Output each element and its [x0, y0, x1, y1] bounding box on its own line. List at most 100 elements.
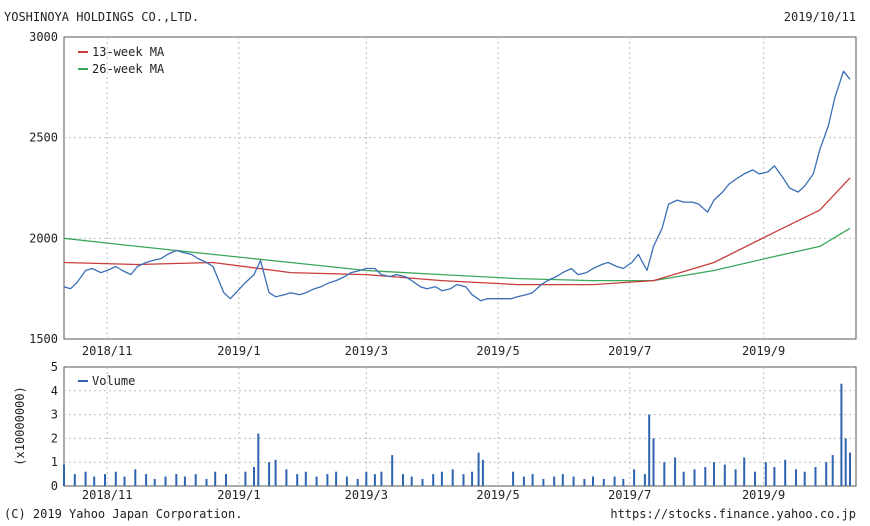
volume-bar: [704, 467, 707, 486]
volume-bar: [104, 474, 106, 486]
volume-grid: [64, 367, 856, 486]
volume-bar: [643, 474, 646, 486]
price-tick-label: 3000: [29, 30, 58, 44]
volume-bar: [602, 478, 605, 486]
volume-bar: [814, 467, 817, 486]
volume-bar: [402, 474, 404, 486]
volume-bar: [432, 474, 435, 486]
volume-bar: [831, 455, 834, 486]
volume-tick-label: 3: [51, 408, 58, 422]
volume-y-label: (x10000000): [13, 386, 27, 465]
x-tick-label: 2019/7: [608, 488, 651, 502]
x-tick-label: 2019/7: [608, 344, 651, 358]
x-tick-label: 2019/1: [217, 488, 260, 502]
volume-bar: [225, 474, 227, 486]
volume-bar: [572, 476, 575, 486]
volume-bar: [373, 474, 376, 486]
volume-bar: [849, 452, 851, 486]
x-tick-label: 2019/5: [476, 344, 519, 358]
x-tick-label: 2019/9: [742, 488, 785, 502]
volume-bar: [795, 469, 797, 486]
volume-bar: [583, 478, 586, 486]
volume-tick-label: 5: [51, 360, 58, 374]
volume-bar: [410, 476, 413, 486]
volume-bar: [451, 469, 454, 486]
volume-bar: [512, 471, 515, 486]
volume-bar: [773, 467, 776, 486]
volume-bar: [531, 474, 534, 486]
x-tick-label: 2019/3: [345, 344, 388, 358]
x-tick-label: 2018/11: [82, 488, 133, 502]
volume-bar: [345, 476, 348, 486]
volume-bar: [153, 478, 156, 486]
volume-panel: [63, 366, 857, 487]
volume-bar: [663, 462, 666, 486]
volume-bar: [784, 459, 787, 486]
price-grid: [64, 37, 856, 339]
volume-bar: [365, 471, 368, 486]
source-url: https://stocks.finance.yahoo.co.jp: [610, 507, 856, 521]
volume-bar: [304, 471, 307, 486]
volume-bar: [622, 478, 625, 486]
volume-bar: [723, 464, 726, 486]
volume-bar: [214, 471, 217, 486]
series-line-ma26: [63, 227, 851, 282]
volume-bar: [844, 438, 847, 486]
price-tick-label: 1500: [29, 332, 58, 346]
price-y-axis: 3000 2500 2000 1500: [29, 30, 58, 346]
legend-ma26-label: 26-week MA: [92, 62, 165, 76]
volume-bar: [825, 462, 828, 486]
copyright: (C) 2019 Yahoo Japan Corporation.: [4, 507, 242, 521]
volume-bar: [561, 474, 564, 486]
x-tick-label: 2019/5: [476, 488, 519, 502]
volume-bar: [440, 471, 443, 486]
volume-bar: [274, 459, 277, 486]
series-line-ma13: [63, 177, 851, 286]
volume-bar: [391, 455, 394, 486]
volume-bar: [123, 476, 126, 486]
volume-bar: [164, 476, 167, 486]
volume-bar: [73, 474, 76, 486]
legend-volume-label: Volume: [92, 374, 135, 388]
volume-bar: [734, 469, 737, 486]
price-lines: [63, 70, 851, 302]
price-panel: [63, 36, 857, 340]
volume-bar: [713, 462, 715, 486]
volume-bar: [93, 476, 96, 486]
volume-bar: [183, 476, 186, 486]
x-tick-label: 2019/9: [742, 344, 785, 358]
volume-bar: [175, 474, 178, 486]
volume-bar: [114, 471, 117, 486]
price-tick-label: 2000: [29, 231, 58, 245]
volume-bar: [253, 467, 255, 486]
volume-bar: [257, 433, 260, 486]
volume-bar: [285, 469, 288, 486]
price-legend: 13-week MA 26-week MA: [78, 45, 165, 76]
price-x-axis: 2018/11 2019/1 2019/3 2019/5 2019/7 2019/9: [82, 344, 785, 358]
volume-bar: [693, 469, 696, 486]
volume-bar: [542, 478, 545, 486]
volume-bar: [481, 459, 484, 486]
volume-bar: [633, 469, 636, 486]
x-tick-label: 2018/11: [82, 344, 133, 358]
volume-bar: [84, 471, 87, 486]
volume-bar: [244, 471, 247, 486]
legend-ma13-label: 13-week MA: [92, 45, 165, 59]
x-tick-label: 2019/1: [217, 344, 260, 358]
volume-bar: [63, 464, 65, 486]
volume-bar: [754, 471, 756, 486]
volume-bar: [592, 476, 594, 486]
volume-bar: [335, 471, 338, 486]
series-line-price: [63, 70, 851, 302]
volume-bar: [477, 452, 480, 486]
volume-bar: [296, 474, 299, 486]
volume-bar: [315, 476, 318, 486]
volume-bar: [205, 478, 208, 486]
volume-bar: [421, 478, 424, 486]
volume-bar: [194, 474, 197, 486]
x-tick-label: 2019/3: [345, 488, 388, 502]
volume-y-axis: 5 4 3 2 1 0: [51, 360, 58, 493]
volume-bar: [380, 471, 383, 486]
volume-bar: [134, 469, 137, 486]
volume-bar: [145, 474, 148, 486]
